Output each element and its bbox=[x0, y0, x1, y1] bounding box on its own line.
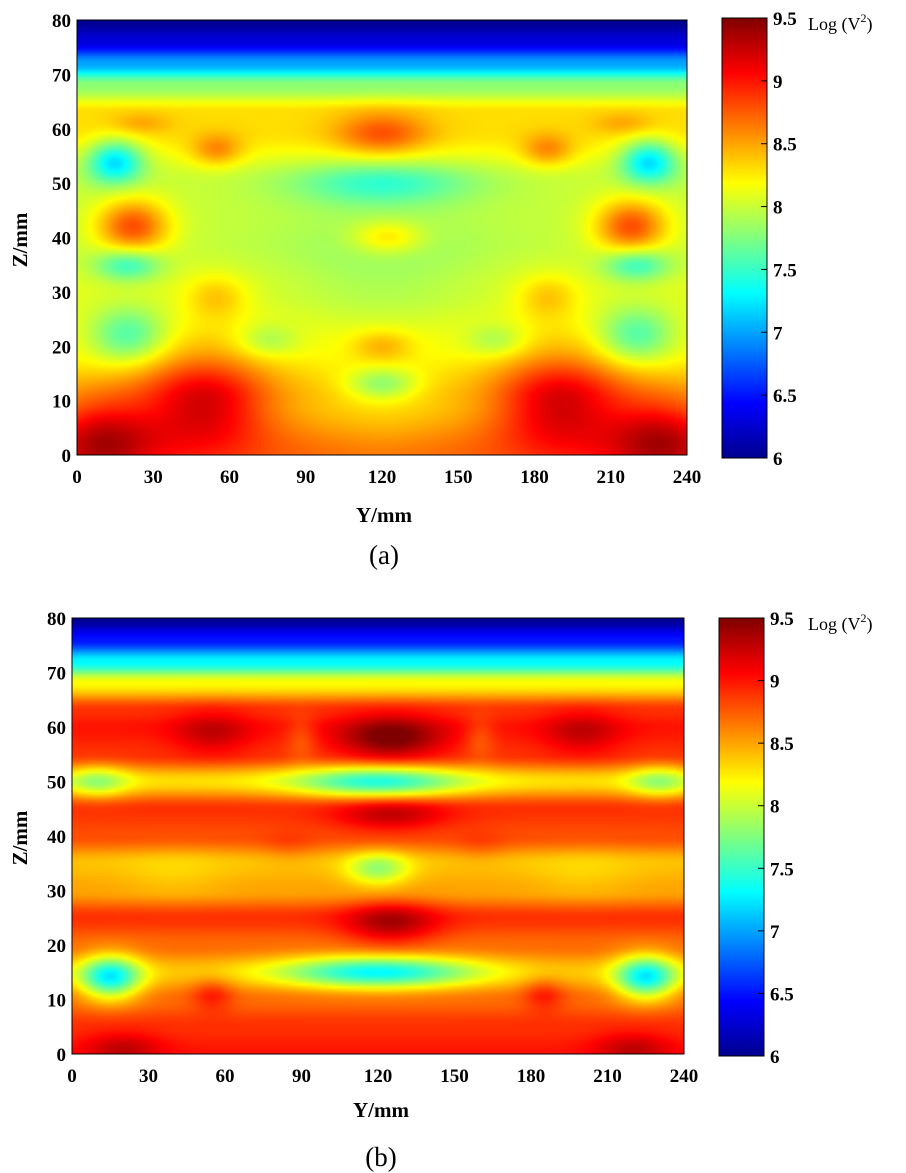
x-tick-label: 180 bbox=[520, 467, 549, 488]
y-axis-title-a: Z/mm bbox=[8, 212, 32, 267]
x-axis-b: 0 30 60 90 120 150 180 210 240 bbox=[67, 1066, 698, 1087]
y-tick-label: 10 bbox=[52, 392, 71, 413]
x-tick-label: 240 bbox=[670, 1066, 699, 1087]
colorbar-tick-label: 9.5 bbox=[773, 9, 797, 30]
x-tick-label: 150 bbox=[444, 467, 473, 488]
colorbar-tick-label: 6 bbox=[770, 1047, 780, 1068]
colorbar-b-gradient bbox=[719, 618, 764, 1056]
y-axis-title-b: Z/mm bbox=[8, 810, 32, 865]
y-tick-label: 20 bbox=[47, 936, 66, 957]
y-tick-label: 20 bbox=[52, 337, 71, 358]
y-tick-label: 80 bbox=[47, 609, 66, 630]
y-tick-label: 70 bbox=[52, 65, 71, 86]
x-tick-label: 180 bbox=[517, 1066, 546, 1087]
x-tick-label: 150 bbox=[440, 1066, 469, 1087]
colorbar-tick-label: 7 bbox=[770, 922, 780, 943]
x-axis-title-a: Y/mm bbox=[356, 503, 412, 527]
colorbar-tick-label: 6 bbox=[773, 449, 783, 470]
x-tick-label: 30 bbox=[139, 1066, 158, 1087]
colorbar-tick-label: 6.5 bbox=[770, 984, 794, 1005]
colorbar-tick-label: 7 bbox=[773, 323, 783, 344]
colorbar-tick-label: 8 bbox=[773, 198, 783, 219]
colorbar-tick-label: 9 bbox=[773, 72, 783, 93]
x-tick-label: 60 bbox=[220, 467, 239, 488]
x-axis-a: 0 30 60 90 120 150 180 210 240 bbox=[72, 467, 701, 488]
colorbar-a-unit: Log (V2) bbox=[808, 11, 873, 35]
y-tick-label: 10 bbox=[47, 991, 66, 1012]
y-tick-label: 40 bbox=[47, 827, 66, 848]
x-tick-label: 0 bbox=[67, 1066, 77, 1087]
panel-a: 0 30 60 90 120 150 180 210 240 01020304050607080… bbox=[8, 9, 873, 570]
colorbar-b-unit: Log (V2) bbox=[808, 611, 873, 635]
x-tick-label: 210 bbox=[593, 1066, 622, 1087]
y-tick-label: 50 bbox=[47, 773, 66, 794]
panel-label-b: (b) bbox=[365, 1142, 396, 1172]
colorbar-a: 6 6.5 7 7.5 8 8.5 9 9.5 Log (V2) bbox=[722, 9, 873, 470]
colorbar-tick-label: 8.5 bbox=[770, 734, 794, 755]
y-tick-label: 0 bbox=[62, 446, 72, 467]
y-tick-label: 50 bbox=[52, 174, 71, 195]
y-tick-label: 70 bbox=[47, 664, 66, 685]
y-tick-label: 60 bbox=[52, 120, 71, 141]
y-tick-label: 80 bbox=[52, 11, 71, 32]
colorbar-tick-label: 7.5 bbox=[770, 859, 794, 880]
x-axis-title-b: Y/mm bbox=[353, 1098, 409, 1122]
heatmap-b-image bbox=[72, 618, 684, 1054]
colorbar-tick-label: 8.5 bbox=[773, 135, 797, 156]
panel-label-a: (a) bbox=[369, 540, 399, 570]
colorbar-tick-label: 9 bbox=[770, 672, 780, 693]
colorbar-tick-label: 9.5 bbox=[770, 609, 794, 630]
x-tick-label: 0 bbox=[72, 467, 82, 488]
x-tick-label: 30 bbox=[144, 467, 163, 488]
panel-b: 0 30 60 90 120 150 180 210 240 01020304050607080… bbox=[8, 609, 873, 1172]
y-tick-label: 30 bbox=[47, 882, 66, 903]
x-tick-label: 210 bbox=[597, 467, 626, 488]
y-axis-b: 0 10 20 30 40 50 60 70 80 bbox=[47, 609, 66, 1066]
y-axis-a: 0 10 20 30 40 50 60 70 80 bbox=[52, 11, 71, 467]
colorbar-b: 6 6.5 7 7.5 8 8.5 9 9.5 Log (V2) bbox=[719, 609, 873, 1068]
colorbar-a-gradient bbox=[722, 18, 767, 458]
colorbar-tick-label: 8 bbox=[770, 797, 780, 818]
x-tick-label: 90 bbox=[292, 1066, 311, 1087]
y-tick-label: 40 bbox=[52, 229, 71, 250]
x-tick-label: 60 bbox=[216, 1066, 235, 1087]
x-tick-label: 120 bbox=[364, 1066, 393, 1087]
colorbar-tick-label: 6.5 bbox=[773, 386, 797, 407]
colorbar-tick-label: 7.5 bbox=[773, 260, 797, 281]
x-tick-label: 90 bbox=[296, 467, 315, 488]
x-tick-label: 120 bbox=[368, 467, 397, 488]
x-tick-label: 240 bbox=[673, 467, 702, 488]
heatmap-a-image bbox=[77, 20, 687, 455]
y-tick-label: 60 bbox=[47, 718, 66, 739]
y-tick-label: 0 bbox=[57, 1045, 67, 1066]
y-tick-label: 30 bbox=[52, 283, 71, 304]
